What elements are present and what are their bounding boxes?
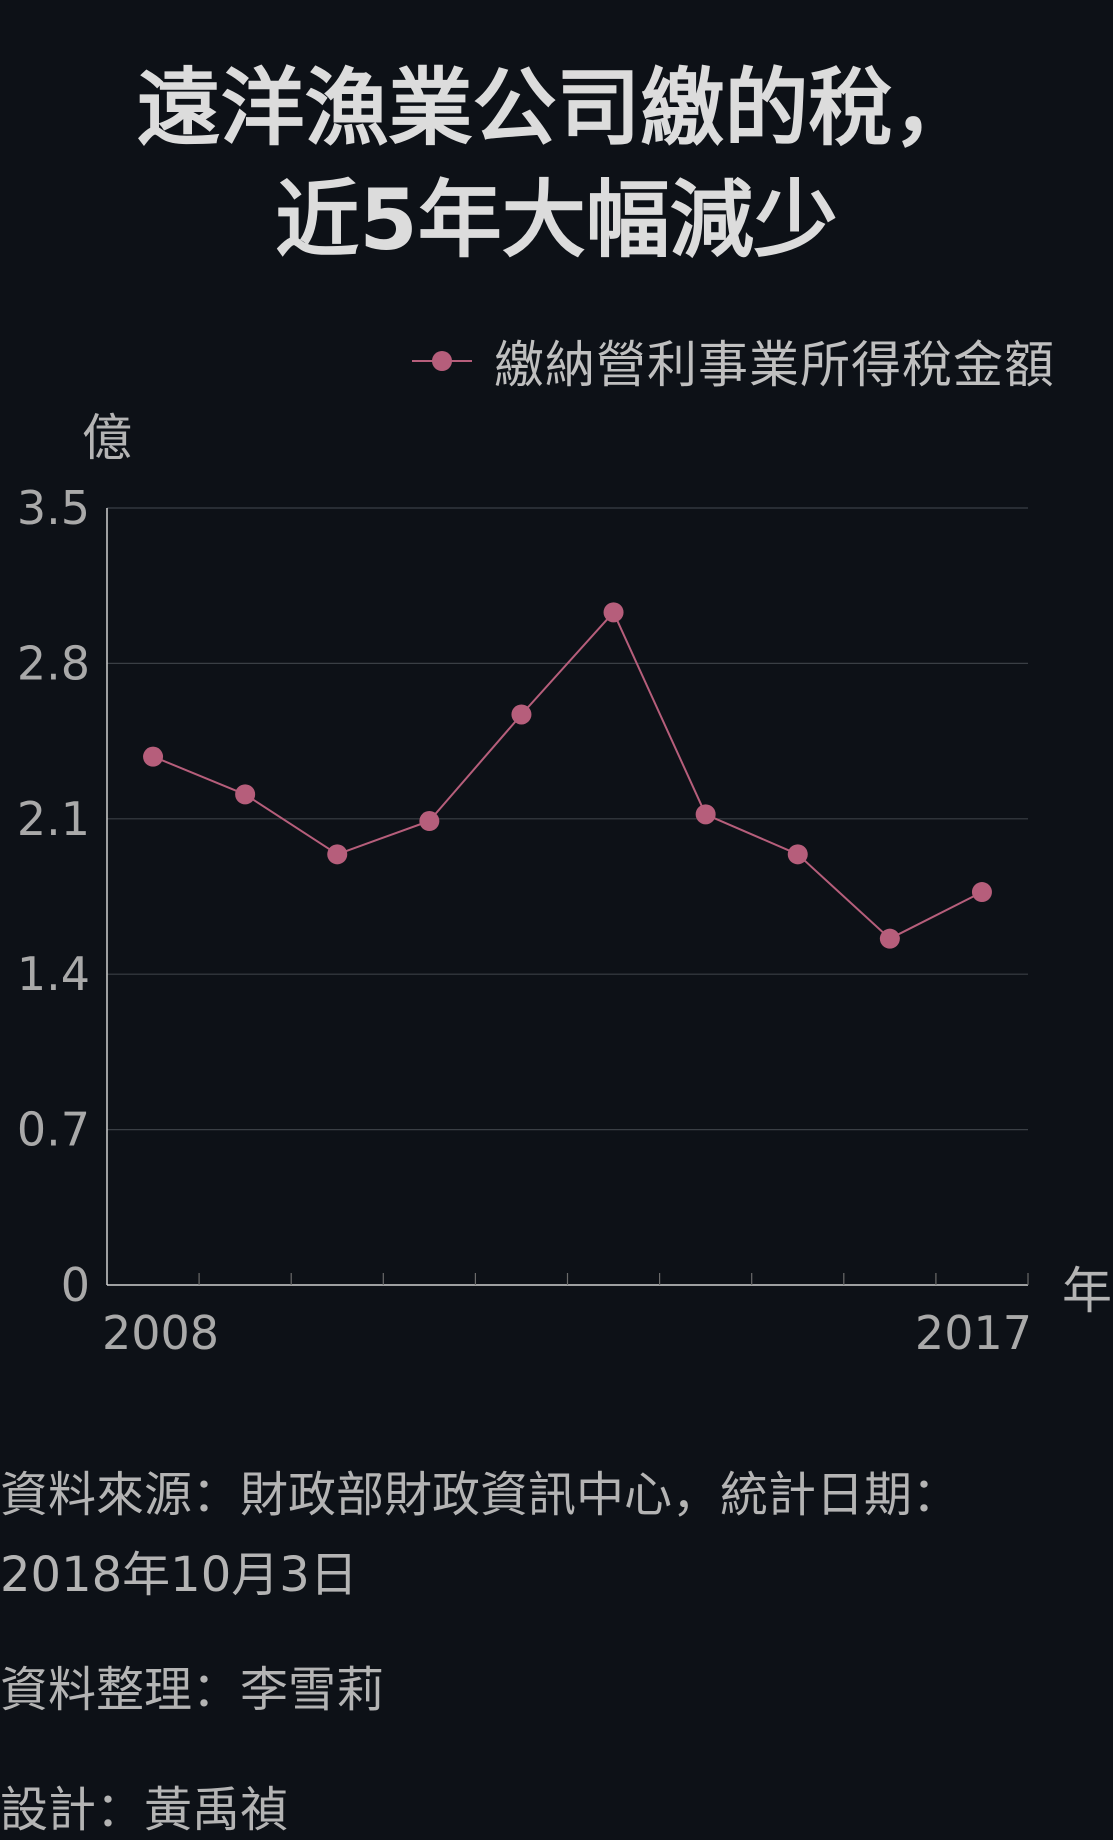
source-note: 資料來源：財政部財政資訊中心，統計日期：2018年10月3日 (0, 1467, 961, 1603)
chart-title-line-2: 近5年大幅減少 (275, 171, 838, 269)
chart-title: 遠洋漁業公司繳的稅， 近5年大幅減少 (0, 52, 1113, 276)
x-axis-unit-label: 年 (1062, 1262, 1112, 1320)
series-line-0 (152, 611, 983, 940)
chart-title-line-1: 遠洋漁業公司繳的稅， (136, 59, 977, 157)
y-tick-label-2.1: 2.1 (17, 792, 90, 846)
data-point-2009 (235, 784, 256, 805)
data-point-2016 (879, 928, 900, 949)
chart-legend: 繳納營利事業所得稅金額 (412, 326, 1055, 396)
x-tick-label-last: 2017 (915, 1306, 1032, 1360)
data-point-2015 (787, 844, 808, 865)
data-point-2011 (419, 811, 440, 832)
design-credit: 設計：黃禹禎 (0, 1782, 289, 1838)
y-tick-label-3.5: 3.5 (17, 481, 90, 535)
data-point-2008 (143, 746, 164, 767)
data-point-2017 (971, 882, 992, 903)
legend-line-marker-icon (412, 351, 472, 371)
compiled-by-note: 資料整理：李雪莉 (0, 1662, 385, 1718)
x-tick-label-first: 2008 (102, 1306, 219, 1360)
y-tick-label-1.4: 1.4 (17, 947, 90, 1001)
line-chart: 0 0.7 1.4 2.1 2.8 3.5 2008 2017 億年 (17, 409, 1112, 1360)
y-tick-label-2.8: 2.8 (17, 636, 90, 690)
y-tick-label-0.7: 0.7 (17, 1103, 90, 1157)
y-tick-label-0: 0 (61, 1258, 90, 1312)
y-axis-unit-label: 億 (82, 409, 132, 467)
data-point-2012 (511, 704, 532, 725)
data-point-2013 (603, 602, 624, 623)
data-point-2010 (327, 844, 348, 865)
data-point-2014 (695, 804, 716, 825)
legend-label: 繳納營利事業所得稅金額 (494, 336, 1055, 394)
